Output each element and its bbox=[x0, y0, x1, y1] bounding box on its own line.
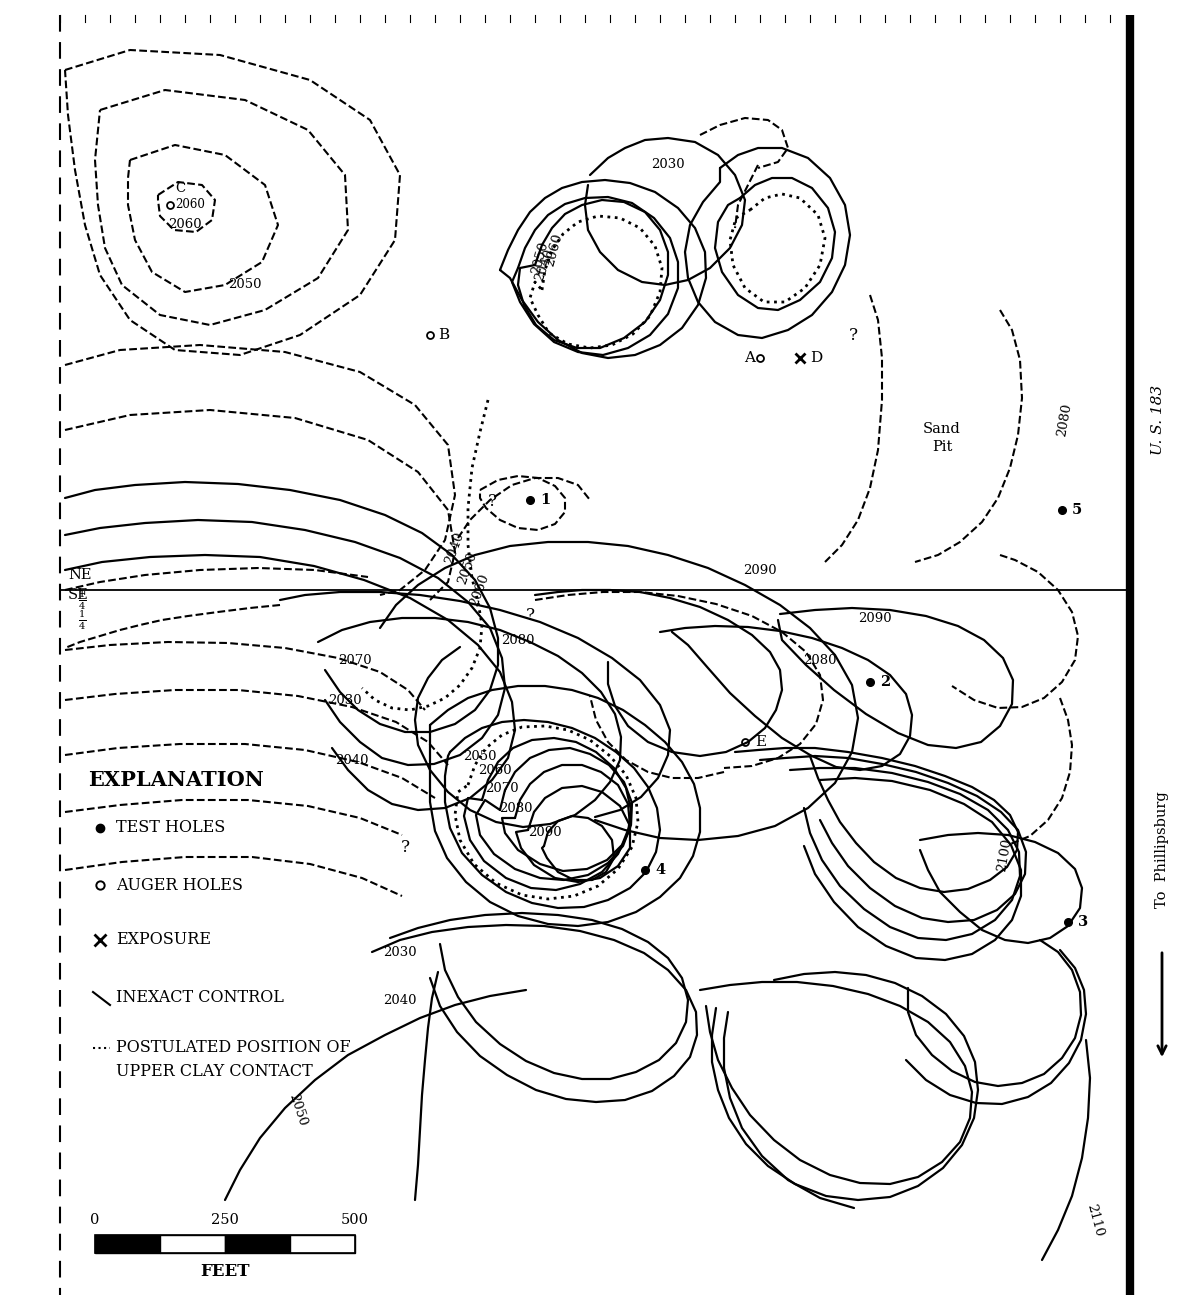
Text: 2080: 2080 bbox=[803, 653, 836, 666]
Text: EXPOSURE: EXPOSURE bbox=[116, 932, 211, 949]
Text: EXPLANATION: EXPLANATION bbox=[88, 770, 264, 790]
Text: 2040: 2040 bbox=[443, 530, 467, 565]
Text: 250: 250 bbox=[211, 1214, 239, 1227]
Text: 2040: 2040 bbox=[533, 247, 557, 283]
Text: $\mathregular{\frac{1}{4}}$: $\mathregular{\frac{1}{4}}$ bbox=[78, 607, 86, 632]
Text: 2080: 2080 bbox=[499, 802, 533, 815]
Text: 0: 0 bbox=[90, 1214, 100, 1227]
Text: UPPER CLAY CONTACT: UPPER CLAY CONTACT bbox=[116, 1064, 313, 1081]
Text: 2080: 2080 bbox=[502, 634, 535, 647]
Text: 2060: 2060 bbox=[544, 232, 565, 268]
Text: NE: NE bbox=[68, 568, 91, 583]
Text: INEXACT CONTROL: INEXACT CONTROL bbox=[116, 989, 284, 1006]
Text: FEET: FEET bbox=[200, 1263, 250, 1281]
Text: E: E bbox=[755, 735, 766, 749]
Text: U. S. 183: U. S. 183 bbox=[1151, 384, 1165, 455]
Text: 500: 500 bbox=[341, 1214, 370, 1227]
Text: 2100: 2100 bbox=[996, 837, 1014, 872]
Text: 2070: 2070 bbox=[485, 782, 518, 795]
Text: 2090: 2090 bbox=[858, 611, 892, 625]
Text: POSTULATED POSITION OF: POSTULATED POSITION OF bbox=[116, 1039, 350, 1056]
Text: SE: SE bbox=[68, 588, 89, 602]
Text: A: A bbox=[744, 352, 755, 365]
Bar bbox=[226, 1235, 290, 1253]
Text: B: B bbox=[438, 328, 449, 342]
Text: 2110: 2110 bbox=[1085, 1202, 1105, 1237]
Text: 2040: 2040 bbox=[383, 993, 416, 1006]
Text: 5: 5 bbox=[1072, 502, 1082, 517]
Text: 2060: 2060 bbox=[468, 572, 492, 607]
Text: 2030: 2030 bbox=[652, 159, 685, 172]
Text: TEST HOLES: TEST HOLES bbox=[116, 820, 226, 837]
Bar bbox=[160, 1235, 226, 1253]
Text: ?: ? bbox=[487, 493, 497, 510]
Text: C: C bbox=[175, 182, 185, 195]
Text: ?: ? bbox=[848, 327, 858, 344]
Text: AUGER HOLES: AUGER HOLES bbox=[116, 876, 242, 893]
Text: 2050: 2050 bbox=[287, 1092, 310, 1128]
Text: 1: 1 bbox=[540, 493, 551, 506]
Text: 2090: 2090 bbox=[528, 825, 562, 838]
Text: 2050: 2050 bbox=[228, 278, 262, 291]
Text: 2040: 2040 bbox=[335, 753, 368, 766]
Text: To  Phillipsburg: To Phillipsburg bbox=[1154, 791, 1169, 908]
Text: 2030: 2030 bbox=[383, 946, 416, 959]
Text: D: D bbox=[810, 352, 822, 365]
Bar bbox=[290, 1235, 355, 1253]
Text: 2: 2 bbox=[880, 674, 890, 689]
Text: 2050: 2050 bbox=[456, 550, 480, 586]
Text: 2070: 2070 bbox=[338, 653, 372, 666]
Text: 4: 4 bbox=[655, 863, 665, 876]
Text: $\mathregular{\frac{1}{4}}$: $\mathregular{\frac{1}{4}}$ bbox=[78, 588, 86, 611]
Text: Sand
Pit: Sand Pit bbox=[923, 421, 961, 454]
Text: 2080: 2080 bbox=[1056, 403, 1074, 438]
Text: ?: ? bbox=[401, 840, 409, 857]
Bar bbox=[95, 1235, 355, 1253]
Text: 2050: 2050 bbox=[463, 749, 497, 762]
Text: ?: ? bbox=[526, 606, 534, 623]
Text: 2060: 2060 bbox=[175, 198, 205, 211]
Text: 2050: 2050 bbox=[529, 240, 551, 276]
Text: 3: 3 bbox=[1078, 914, 1088, 929]
Text: 2060: 2060 bbox=[168, 219, 202, 231]
Text: 2090: 2090 bbox=[743, 563, 776, 576]
Text: 2030: 2030 bbox=[328, 694, 362, 706]
Text: 2060: 2060 bbox=[478, 764, 512, 777]
Bar bbox=[95, 1235, 160, 1253]
